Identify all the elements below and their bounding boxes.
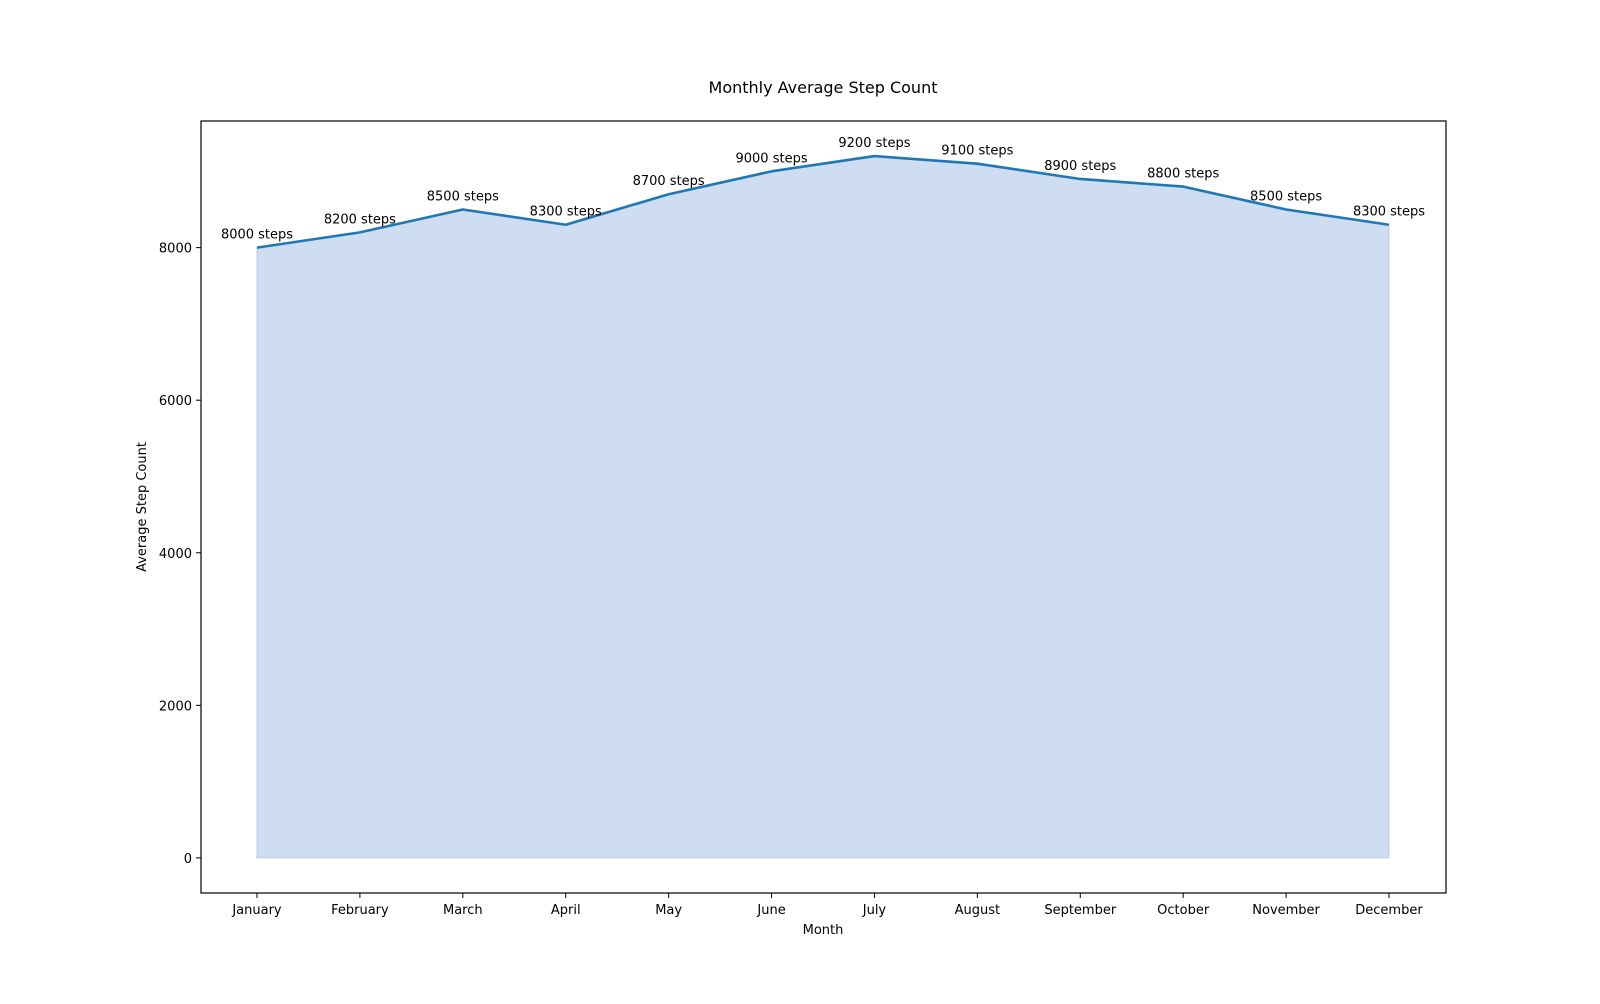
y-tick-label: 6000 <box>159 394 192 409</box>
plot-frame <box>200 120 1447 894</box>
x-tick-label: November <box>1252 903 1320 918</box>
data-label: 8500 steps <box>1250 189 1322 204</box>
x-tick-label: October <box>1157 903 1210 918</box>
data-label: 8000 steps <box>221 228 293 243</box>
x-axis: January February March April May June July Augu… <box>231 893 1423 918</box>
data-label: 8200 steps <box>324 212 396 227</box>
x-tick-label: February <box>331 903 389 918</box>
chart-title: Monthly Average Step Count <box>709 78 938 97</box>
y-tick-label: 2000 <box>159 699 192 714</box>
plot-layer: 8000 steps 8200 steps 8500 steps 8300 steps… <box>221 136 1425 859</box>
y-tick-label: 0 <box>184 852 192 867</box>
data-label: 8300 steps <box>530 205 602 220</box>
x-tick-label: August <box>955 903 1001 918</box>
data-label: 8800 steps <box>1147 167 1219 182</box>
x-axis-label: Month <box>803 923 844 938</box>
area-fill <box>256 155 1390 859</box>
x-tick-label: May <box>655 903 682 918</box>
data-label: 8700 steps <box>633 174 705 189</box>
y-axis-label: Average Step Count <box>135 442 150 572</box>
x-tick-label: December <box>1355 903 1423 918</box>
y-tick-label: 4000 <box>159 547 192 562</box>
x-tick-label: March <box>443 903 483 918</box>
x-tick-label: July <box>862 903 887 918</box>
y-tick-label: 8000 <box>159 242 192 257</box>
data-label: 8500 steps <box>427 189 499 204</box>
y-axis: 0 2000 4000 6000 8000 <box>159 242 201 867</box>
x-tick-label: September <box>1044 903 1117 918</box>
series-line <box>256 154 1390 249</box>
x-tick-label: January <box>231 903 282 918</box>
data-label: 9200 steps <box>838 136 910 151</box>
data-label: 8300 steps <box>1353 205 1425 220</box>
x-tick-label: June <box>756 903 785 918</box>
data-label: 9000 steps <box>735 151 807 166</box>
x-tick-label: April <box>551 903 581 918</box>
data-label: 9100 steps <box>941 144 1013 159</box>
data-label: 8900 steps <box>1044 159 1116 174</box>
